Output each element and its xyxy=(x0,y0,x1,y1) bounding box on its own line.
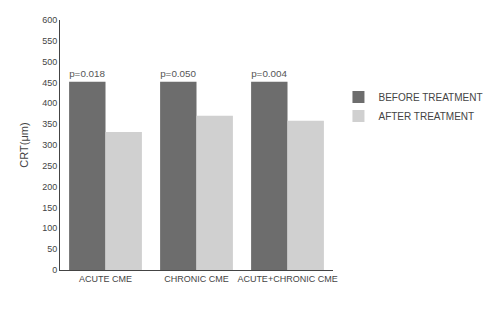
svg-text:ACUTE+CHRONIC CME: ACUTE+CHRONIC CME xyxy=(237,274,337,284)
svg-text:p=0.004: p=0.004 xyxy=(251,68,287,79)
svg-text:550: 550 xyxy=(42,36,57,46)
svg-text:250: 250 xyxy=(42,161,57,171)
svg-text:150: 150 xyxy=(42,203,57,213)
svg-text:600: 600 xyxy=(42,15,57,25)
svg-text:BEFORE TREATMENT: BEFORE TREATMENT xyxy=(378,92,482,103)
svg-text:AFTER TREATMENT: AFTER TREATMENT xyxy=(378,111,474,122)
svg-text:p=0.018: p=0.018 xyxy=(69,68,105,79)
svg-text:450: 450 xyxy=(42,78,57,88)
svg-text:350: 350 xyxy=(42,119,57,129)
svg-text:100: 100 xyxy=(42,223,57,233)
svg-text:0: 0 xyxy=(52,265,57,275)
svg-text:200: 200 xyxy=(42,182,57,192)
svg-text:400: 400 xyxy=(42,98,57,108)
svg-text:p=0.050: p=0.050 xyxy=(160,68,196,79)
svg-text:CRT(μm): CRT(μm) xyxy=(18,122,30,167)
svg-text:50: 50 xyxy=(47,244,57,254)
svg-text:ACUTE CME: ACUTE CME xyxy=(79,274,132,284)
svg-text:300: 300 xyxy=(42,140,57,150)
svg-text:CHRONIC CME: CHRONIC CME xyxy=(164,274,229,284)
svg-text:500: 500 xyxy=(42,57,57,67)
